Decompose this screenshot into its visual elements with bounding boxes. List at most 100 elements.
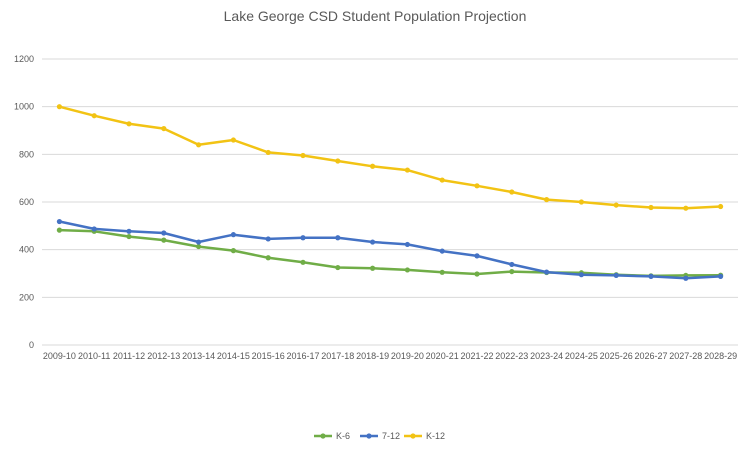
x-tick-label: 2028-29 bbox=[704, 351, 737, 361]
x-tick-label: 2023-24 bbox=[530, 351, 563, 361]
data-point bbox=[683, 275, 689, 281]
data-point bbox=[265, 149, 271, 156]
x-tick-label: 2013-14 bbox=[182, 351, 215, 361]
data-point bbox=[126, 121, 132, 127]
data-point bbox=[578, 272, 585, 278]
data-point bbox=[126, 228, 132, 234]
y-tick-label: 0 bbox=[29, 340, 34, 350]
series-line bbox=[58, 105, 722, 210]
y-tick-label: 800 bbox=[19, 149, 34, 159]
y-tick-label: 600 bbox=[19, 197, 34, 207]
legend-item-k-6[interactable]: K-6 bbox=[314, 431, 350, 441]
data-point bbox=[91, 226, 97, 232]
data-point bbox=[544, 269, 550, 275]
y-tick-label: 1000 bbox=[14, 102, 34, 112]
chart-title: Lake George CSD Student Population Proje… bbox=[224, 8, 527, 24]
data-point bbox=[196, 243, 202, 250]
gridlines bbox=[42, 58, 738, 346]
data-point bbox=[404, 267, 410, 273]
data-point bbox=[439, 269, 445, 275]
data-point bbox=[230, 232, 236, 238]
data-point bbox=[161, 230, 167, 236]
data-point bbox=[265, 255, 271, 261]
data-point bbox=[56, 227, 63, 233]
x-tick-label: 2022-23 bbox=[495, 351, 528, 361]
x-tick-label: 2014-15 bbox=[217, 351, 250, 361]
legend-marker bbox=[366, 433, 372, 439]
data-point bbox=[509, 261, 515, 268]
data-point bbox=[439, 177, 445, 183]
y-tick-label: 400 bbox=[19, 245, 34, 255]
data-point bbox=[230, 137, 236, 143]
data-point bbox=[370, 239, 376, 245]
x-tick-label: 2026-27 bbox=[634, 351, 667, 361]
y-tick-label: 200 bbox=[19, 292, 34, 302]
data-point bbox=[91, 113, 97, 119]
data-point bbox=[56, 218, 63, 225]
data-point bbox=[335, 235, 341, 241]
x-tick-label: 2017-18 bbox=[321, 351, 354, 361]
x-tick-label: 2010-11 bbox=[78, 351, 110, 361]
data-point bbox=[474, 253, 480, 259]
legend-label: K-12 bbox=[426, 431, 445, 441]
x-tick-label: 2027-28 bbox=[669, 351, 702, 361]
data-point bbox=[196, 142, 202, 148]
legend-item-k-12[interactable]: K-12 bbox=[404, 431, 445, 441]
x-tick-label: 2018-19 bbox=[356, 351, 389, 361]
legend-marker bbox=[410, 433, 416, 439]
x-tick-label: 2020-21 bbox=[426, 351, 459, 361]
data-point bbox=[161, 237, 167, 243]
data-point bbox=[648, 204, 654, 211]
data-point bbox=[300, 152, 306, 159]
y-axis-ticks: 0 200 400 600 800 1000 1200 bbox=[14, 54, 34, 350]
data-point bbox=[161, 125, 167, 132]
series-line bbox=[58, 220, 722, 280]
series-7-12 bbox=[56, 218, 724, 281]
data-point bbox=[439, 248, 445, 254]
data-point bbox=[544, 197, 550, 203]
data-point bbox=[474, 271, 480, 277]
legend[interactable]: K-6 7-12 K-12 bbox=[314, 431, 445, 441]
x-tick-label: 2021-22 bbox=[460, 351, 493, 361]
data-point bbox=[613, 272, 619, 279]
data-point bbox=[300, 259, 306, 265]
legend-item-7-12[interactable]: 7-12 bbox=[360, 431, 400, 441]
x-tick-label: 2012-13 bbox=[147, 351, 180, 361]
data-point bbox=[613, 202, 619, 208]
x-tick-label: 2019-20 bbox=[391, 351, 424, 361]
data-point bbox=[509, 268, 515, 275]
x-tick-label: 2015-16 bbox=[252, 351, 285, 361]
data-point bbox=[335, 264, 341, 271]
series-line bbox=[58, 228, 722, 278]
data-point bbox=[56, 104, 63, 110]
data-point bbox=[683, 205, 689, 211]
series-lines bbox=[56, 104, 724, 281]
data-point bbox=[578, 199, 585, 205]
data-point bbox=[265, 236, 271, 242]
legend-label: 7-12 bbox=[382, 431, 400, 441]
x-axis-ticks: 2009-10 2010-11 2011-12 2012-13 2013-14 2014-… bbox=[43, 351, 737, 361]
data-point bbox=[300, 235, 306, 241]
y-tick-label: 1200 bbox=[14, 54, 34, 64]
data-point bbox=[718, 273, 724, 279]
data-point bbox=[474, 183, 480, 189]
data-point bbox=[196, 239, 202, 245]
data-point bbox=[648, 273, 654, 279]
data-point bbox=[370, 163, 376, 169]
x-tick-label: 2024-25 bbox=[565, 351, 598, 361]
data-point bbox=[718, 203, 724, 210]
data-point bbox=[126, 233, 132, 240]
data-point bbox=[404, 167, 410, 173]
x-tick-label: 2009-10 bbox=[43, 351, 76, 361]
x-tick-label: 2011-12 bbox=[113, 351, 145, 361]
data-point bbox=[509, 189, 515, 195]
x-tick-label: 2025-26 bbox=[600, 351, 633, 361]
x-tick-label: 2016-17 bbox=[286, 351, 319, 361]
data-point bbox=[404, 241, 410, 248]
data-point bbox=[370, 265, 376, 271]
legend-marker bbox=[320, 433, 326, 439]
legend-label: K-6 bbox=[336, 431, 350, 441]
series-k-12 bbox=[56, 104, 724, 211]
